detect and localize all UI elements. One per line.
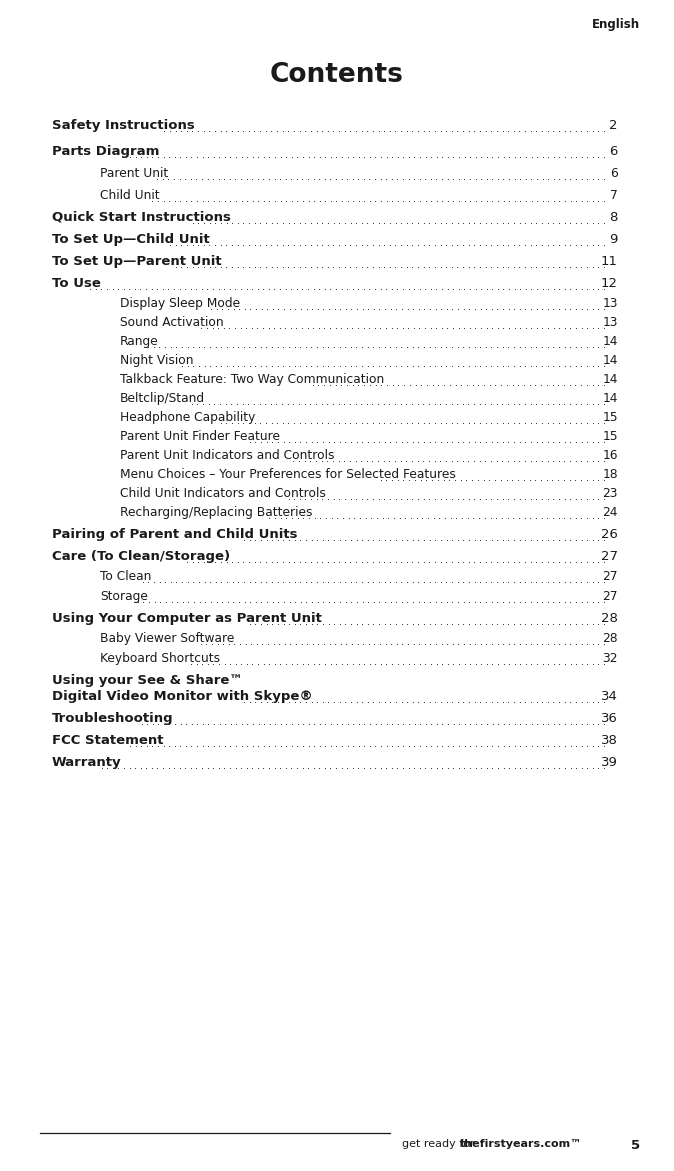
Text: 6: 6 [609,145,618,158]
Text: 6: 6 [610,167,618,180]
Text: Child Unit Indicators and Controls: Child Unit Indicators and Controls [120,487,326,500]
Text: 28: 28 [601,612,618,625]
Text: Contents: Contents [270,62,404,88]
Text: 38: 38 [601,734,618,747]
Text: Safety Instructions: Safety Instructions [52,119,195,132]
Text: 32: 32 [603,652,618,665]
Text: Recharging/Replacing Batteries: Recharging/Replacing Batteries [120,506,313,519]
Text: Using your See & Share™: Using your See & Share™ [52,674,243,687]
Text: 18: 18 [603,468,618,481]
Text: To Set Up—Parent Unit: To Set Up—Parent Unit [52,255,222,268]
Text: 24: 24 [603,506,618,519]
Text: 39: 39 [601,756,618,769]
Text: To Clean: To Clean [100,570,152,583]
Text: 26: 26 [601,528,618,541]
Text: 34: 34 [601,690,618,703]
Text: Warranty: Warranty [52,756,121,769]
Text: Baby Viewer Software: Baby Viewer Software [100,632,235,645]
Text: 16: 16 [603,448,618,463]
Text: Parent Unit: Parent Unit [100,167,168,180]
Text: Storage: Storage [100,590,148,603]
Text: Display Sleep Mode: Display Sleep Mode [120,297,240,310]
Text: 13: 13 [603,316,618,329]
Text: Parts Diagram: Parts Diagram [52,145,159,158]
Text: To Set Up—Child Unit: To Set Up—Child Unit [52,233,210,246]
Text: 15: 15 [603,411,618,424]
Text: English: English [592,18,640,30]
Text: Keyboard Shortcuts: Keyboard Shortcuts [100,652,220,665]
Text: Parent Unit Finder Feature: Parent Unit Finder Feature [120,430,280,443]
Text: 8: 8 [609,211,618,224]
Text: 9: 9 [609,233,618,246]
Text: Headphone Capability: Headphone Capability [120,411,255,424]
Text: 2: 2 [609,119,618,132]
Text: 15: 15 [603,430,618,443]
Text: Digital Video Monitor with Skype®: Digital Video Monitor with Skype® [52,690,313,703]
Text: FCC Statement: FCC Statement [52,734,164,747]
Text: Using Your Computer as Parent Unit: Using Your Computer as Parent Unit [52,612,322,625]
Text: 7: 7 [610,189,618,203]
Text: Pairing of Parent and Child Units: Pairing of Parent and Child Units [52,528,297,541]
Text: To Use: To Use [52,278,101,290]
Text: Range: Range [120,335,159,348]
Text: 14: 14 [603,374,618,386]
Text: Menu Choices – Your Preferences for Selected Features: Menu Choices – Your Preferences for Sele… [120,468,456,481]
Text: Child Unit: Child Unit [100,189,160,203]
Text: 36: 36 [601,712,618,725]
Text: 14: 14 [603,392,618,405]
Text: Care (To Clean/Storage): Care (To Clean/Storage) [52,550,230,563]
Text: 14: 14 [603,354,618,367]
Text: 27: 27 [603,590,618,603]
Text: Talkback Feature: Two Way Communication: Talkback Feature: Two Way Communication [120,374,384,386]
Text: 13: 13 [603,297,618,310]
Text: Quick Start Instructions: Quick Start Instructions [52,211,231,224]
Text: thefirstyears.com™: thefirstyears.com™ [460,1139,582,1149]
Text: 5: 5 [631,1139,640,1152]
Text: 27: 27 [601,550,618,563]
Text: 14: 14 [603,335,618,348]
Text: get ready for: get ready for [402,1139,478,1149]
Text: 11: 11 [601,255,618,268]
Text: Beltclip/Stand: Beltclip/Stand [120,392,205,405]
Text: Sound Activation: Sound Activation [120,316,224,329]
Text: 28: 28 [603,632,618,645]
Text: Night Vision: Night Vision [120,354,193,367]
Text: 12: 12 [601,278,618,290]
Text: Parent Unit Indicators and Controls: Parent Unit Indicators and Controls [120,448,334,463]
Text: Troubleshooting: Troubleshooting [52,712,174,725]
Text: 23: 23 [603,487,618,500]
Text: 27: 27 [603,570,618,583]
